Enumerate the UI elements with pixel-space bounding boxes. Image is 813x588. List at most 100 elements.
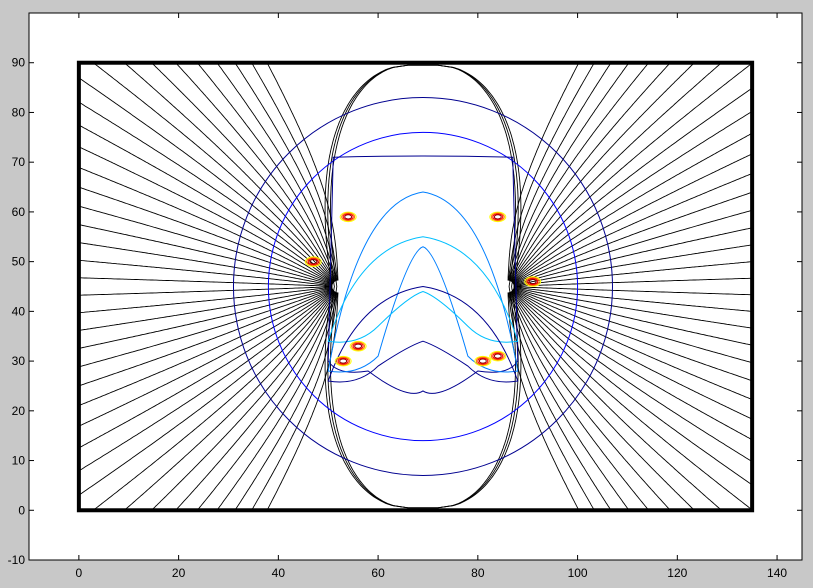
y-tick-label: 90 [12,56,26,70]
right-field-line-6 [510,291,696,512]
right-field-line-9 [511,290,754,486]
left-field-line-5 [174,61,337,282]
left-field-line-11 [78,124,334,284]
right-field-line-39 [507,62,580,281]
contour-level-2 [267,131,579,442]
left-field-line-34 [174,291,337,512]
left-field-line-16 [77,223,333,286]
x-tick-label: 80 [471,566,485,580]
left-field-line-12 [78,146,334,284]
contour-level-8-spot-0 [341,212,356,222]
contour-level-7-spot-4 [334,355,352,367]
y-tick-label: 50 [12,255,26,269]
right-field-line-24 [513,209,754,285]
right-field-line-18 [513,286,754,312]
y-tick-label: 60 [12,205,26,219]
left-field-line-33 [150,291,336,512]
contour-level-5 [327,236,519,343]
y-tick-label: 0 [18,503,25,517]
left-field-line-29 [77,290,335,472]
left-field-line-17 [77,241,333,286]
left-field-line-4 [196,61,337,282]
left-field-line-23 [77,287,333,350]
right-field-line-12 [512,289,754,421]
contour-level-7-spot-0 [339,211,357,223]
right-field-line-14 [513,288,753,382]
left-field-line-31 [92,290,335,512]
contour-level-10-spot-6 [354,343,363,349]
left-field-line-36 [216,292,338,511]
left-field-line-24 [77,288,333,368]
contour-level-8-spot-6 [351,341,366,351]
right-field-line-29 [511,110,754,283]
right-field-line-2 [508,292,613,512]
contour-level-9-spot-3 [527,278,539,286]
right-field-line-21 [513,261,754,287]
right-field-line-36 [508,62,630,281]
contour-level-7-spot-1 [489,211,507,223]
right-field-line-30 [511,87,754,283]
right-field-line-0 [507,292,580,511]
contour-level-7-spot-7 [474,355,492,367]
contour-level-8-spot-4 [336,356,351,366]
contour-level-7-spot-6 [349,340,367,352]
right-field-line-13 [512,289,754,401]
plot-area [76,60,755,513]
contour-level-8-spot-3 [525,277,540,286]
left-field-line-6 [150,61,336,282]
contour-level-10-spot-1 [493,214,502,220]
left-field-line-8 [92,61,335,283]
left-field-line-37 [233,292,338,512]
left-field-line-14 [78,186,333,285]
contour-level-7-spot-3 [524,276,542,287]
contour-level-7-spot-5 [489,350,507,362]
right-field-line-28 [512,132,754,284]
right-field-line-33 [510,61,696,282]
right-field-line-4 [509,291,650,512]
right-field-line-11 [512,289,754,441]
right-field-line-5 [509,291,672,512]
right-field-line-7 [510,291,723,511]
left-field-line-27 [78,289,334,427]
contour-level-7-spot-2 [304,256,322,267]
left-field-line-19 [77,277,333,287]
axes-frame [28,12,803,561]
left-field-line-13 [77,166,334,284]
left-field-line-21 [78,286,333,314]
contour-level-9-spot-0 [342,213,354,221]
right-field-line-25 [513,191,753,285]
x-tick-label: 20 [172,566,186,580]
right-field-line-3 [508,292,630,511]
right-field-line-35 [509,61,650,282]
right-field-line-16 [513,287,753,346]
contour-level-8-spot-1 [490,212,505,222]
contour-level-9-spot-2 [307,258,319,266]
y-tick-label: 10 [12,454,26,468]
axes-background [29,13,802,560]
y-tick-label: 20 [12,404,26,418]
boundary-box [76,60,755,513]
left-field-line-28 [78,289,334,449]
left-field-line-0 [266,62,339,281]
right-field-line-20 [513,277,753,287]
right-field-line-19 [513,286,753,296]
y-tick-label: 70 [12,155,26,169]
y-tick-label: -10 [8,553,26,567]
contour-level-8-spot-5 [490,351,505,361]
x-tick-label: 60 [371,566,385,580]
left-field-line-26 [77,289,334,407]
contour-level-8-spot-7 [475,356,490,366]
contour-level-9-spot-6 [352,342,364,350]
contour-level-6 [327,285,519,383]
contour-level-1 [232,97,613,476]
contour-level-9-spot-4 [337,357,349,365]
right-field-line-23 [513,227,753,286]
right-field-line-37 [508,61,613,281]
y-tick-label: 80 [12,105,26,119]
x-tick-label: 0 [76,566,83,580]
x-tick-label: 120 [667,566,687,580]
x-tick-label: 100 [568,566,588,580]
contour-level-3 [327,155,519,394]
left-field-line-15 [77,205,333,285]
x-tick-label: 40 [272,566,286,580]
